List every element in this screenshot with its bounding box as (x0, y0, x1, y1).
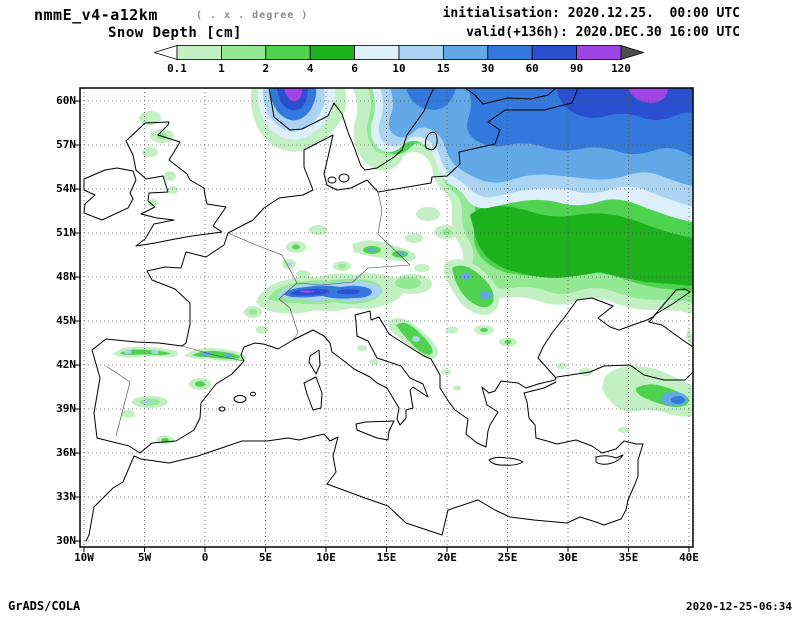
lon-tick-label: 0 (201, 551, 209, 564)
lat-tick-label: 39N (56, 402, 76, 415)
island-corsica (308, 349, 321, 375)
lat-tick-label: 42N (56, 358, 76, 371)
lat-tick-label: 30N (56, 534, 76, 547)
coastline-ireland (83, 167, 137, 221)
axis-ticks-layer (74, 100, 690, 552)
coastline-turkey-north (556, 364, 693, 381)
island-ibiza (218, 406, 226, 412)
coastline-finland (464, 88, 557, 105)
lat-tick-label: 54N (56, 182, 76, 195)
colorbar-level-label: 2 (262, 62, 270, 75)
coastline-mediterranean-blacksea (139, 288, 693, 454)
colorbar-level-label: 6 (351, 62, 358, 75)
initialisation-text: initialisation: 2020.12.25. 00:00 UTC (442, 6, 740, 21)
field-title: Snow Depth [cm] (108, 25, 242, 41)
colorbar-level-label: 1 (218, 62, 225, 75)
model-title: nmmE_v4-a12km (34, 6, 158, 24)
island-sardinia (303, 376, 323, 411)
creation-timestamp: 2020-12-25-06:34 (686, 600, 792, 613)
colorbar-level-label: 120 (611, 62, 631, 75)
island-zealand (338, 173, 350, 183)
island-mallorca (233, 395, 247, 403)
island-menorca (250, 391, 256, 397)
colorbar-level-label: 30 (481, 62, 495, 75)
island-crete (488, 456, 524, 466)
model-subtitle: ( . x . degree ) (196, 10, 309, 21)
lon-tick-label: 20E (437, 551, 457, 564)
lat-tick-label: 48N (56, 270, 76, 283)
coastline-great-britain (125, 121, 227, 247)
lat-tick-label: 33N (56, 490, 76, 503)
colorbar-level-label: 60 (525, 62, 539, 75)
lon-tick-label: 30E (558, 551, 578, 564)
lon-tick-label: 10E (316, 551, 336, 564)
lat-tick-label: 36N (56, 446, 76, 459)
lon-tick-label: 5W (137, 551, 152, 564)
island-funen (327, 176, 337, 184)
colorbar-level-label: 0.1 (167, 62, 187, 75)
valid-time-text: valid(+136h): 2020.DEC.30 16:00 UTC (466, 25, 740, 40)
lon-tick-label: 25E (497, 551, 518, 564)
lat-tick-label: 60N (56, 94, 76, 107)
coastline-turkey-africa (85, 381, 644, 542)
lon-tick-label: 10W (74, 551, 94, 564)
grads-credit: GrADS/COLA (8, 599, 81, 613)
lat-tick-label: 57N (56, 138, 76, 151)
lat-tick-label: 51N (56, 226, 76, 239)
colorbar (154, 45, 644, 61)
lon-tick-label: 15E (376, 551, 397, 564)
lon-tick-label: 35E (618, 551, 639, 564)
coastline-scandinavia (268, 88, 435, 171)
lat-tick-label: 45N (56, 314, 76, 327)
colorbar-level-label: 90 (569, 62, 584, 75)
island-cyprus (595, 454, 624, 465)
colorbar-level-label: 15 (436, 62, 451, 75)
colorbar-level-label: 4 (306, 62, 314, 75)
snow-shading-layer (112, 88, 693, 445)
island-sicily (355, 420, 395, 441)
colorbar-level-label: 10 (392, 62, 406, 75)
coastline-atlantic-baltic (91, 88, 579, 454)
borders-layer (105, 191, 411, 437)
island-gotland (425, 131, 438, 151)
lon-tick-label: 40E (679, 551, 699, 564)
colorbar-above-arrow (620, 45, 644, 61)
lon-tick-label: 5E (258, 551, 273, 564)
